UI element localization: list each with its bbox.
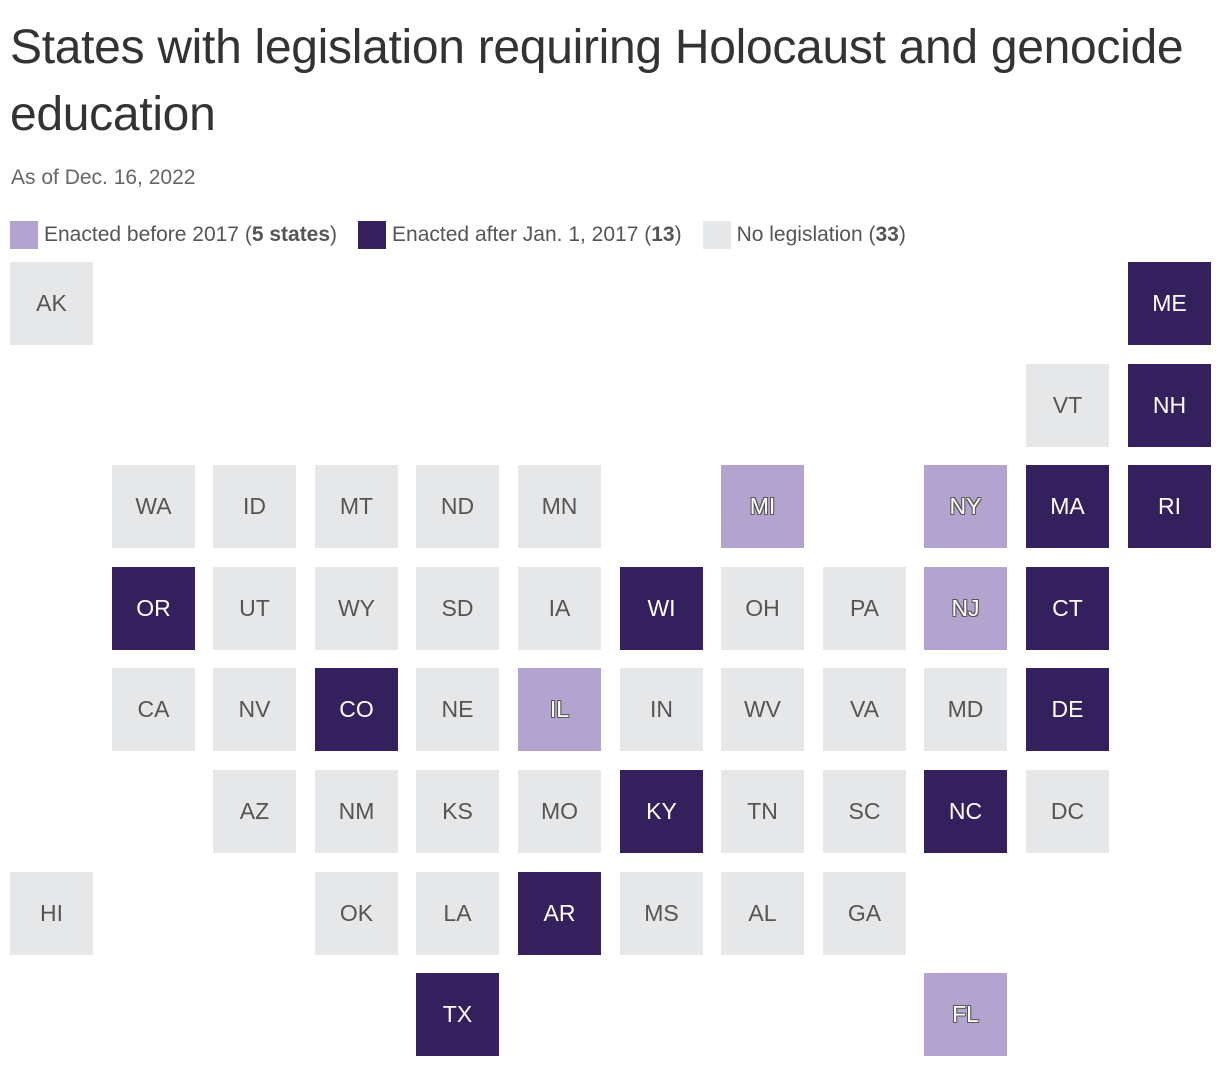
state-tile-la: LA — [416, 872, 499, 955]
state-tile-ma: MA — [1026, 465, 1109, 548]
state-tile-in: IN — [620, 668, 703, 751]
state-tile-ri: RI — [1128, 465, 1211, 548]
state-tile-al: AL — [721, 872, 804, 955]
legend-label-before: Enacted before 2017 (5 states) — [44, 223, 338, 246]
state-tile-oh: OH — [721, 567, 804, 650]
state-tile-tn: TN — [721, 770, 804, 853]
state-tile-co: CO — [315, 668, 398, 751]
state-tile-nv: NV — [213, 668, 296, 751]
state-tile-sc: SC — [823, 770, 906, 853]
state-tile-or: OR — [112, 567, 195, 650]
legend-item-before: Enacted before 2017 (5 states) — [10, 221, 337, 249]
legend-swatch-before — [10, 221, 38, 249]
legend: Enacted before 2017 (5 states) Enacted a… — [10, 220, 927, 250]
state-tile-vt: VT — [1026, 364, 1109, 447]
state-tile-nm: NM — [315, 770, 398, 853]
state-tile-mn: MN — [518, 465, 601, 548]
state-tile-wi: WI — [620, 567, 703, 650]
state-tile-ca: CA — [112, 668, 195, 751]
state-tile-wa: WA — [112, 465, 195, 548]
state-tile-sd: SD — [416, 567, 499, 650]
state-tile-mo: MO — [518, 770, 601, 853]
legend-item-after: Enacted after Jan. 1, 2017 (13) — [358, 221, 682, 249]
state-tile-tx: TX — [416, 973, 499, 1056]
state-tile-ms: MS — [620, 872, 703, 955]
state-tile-nj: NJ — [924, 567, 1007, 650]
state-tile-ky: KY — [620, 770, 703, 853]
state-tile-fl: FL — [924, 973, 1007, 1056]
state-tile-az: AZ — [213, 770, 296, 853]
state-tile-nc: NC — [924, 770, 1007, 853]
chart-title: States with legislation requiring Holoca… — [10, 21, 1184, 141]
state-tile-wy: WY — [315, 567, 398, 650]
state-tile-mi: MI — [721, 465, 804, 548]
legend-item-none: No legislation (33) — [702, 221, 906, 249]
state-tile-ok: OK — [315, 872, 398, 955]
state-tile-pa: PA — [823, 567, 906, 650]
state-tile-wv: WV — [721, 668, 804, 751]
state-tile-nh: NH — [1128, 364, 1211, 447]
state-tile-dc: DC — [1026, 770, 1109, 853]
state-tile-va: VA — [823, 668, 906, 751]
state-tile-ak: AK — [10, 262, 93, 345]
state-tile-ia: IA — [518, 567, 601, 650]
legend-label-after: Enacted after Jan. 1, 2017 (13) — [392, 223, 682, 246]
state-tile-ks: KS — [416, 770, 499, 853]
state-tile-nd: ND — [416, 465, 499, 548]
state-tile-ar: AR — [518, 872, 601, 955]
state-tile-me: ME — [1128, 262, 1211, 345]
state-tile-ut: UT — [213, 567, 296, 650]
legend-swatch-after — [358, 221, 387, 249]
state-tile-id: ID — [213, 465, 296, 548]
state-tile-il: IL — [518, 668, 601, 751]
state-tile-ct: CT — [1026, 567, 1109, 650]
state-tile-ga: GA — [823, 872, 906, 955]
legend-swatch-none — [702, 221, 731, 249]
state-tile-ne: NE — [416, 668, 499, 751]
legend-label-none: No legislation (33) — [736, 223, 906, 246]
state-tile-ny: NY — [924, 465, 1007, 548]
state-tile-hi: HI — [10, 872, 93, 955]
state-tile-de: DE — [1026, 668, 1109, 751]
state-tile-md: MD — [924, 668, 1007, 751]
chart-subtitle: As of Dec. 16, 2022 — [11, 166, 196, 189]
state-tile-mt: MT — [315, 465, 398, 548]
